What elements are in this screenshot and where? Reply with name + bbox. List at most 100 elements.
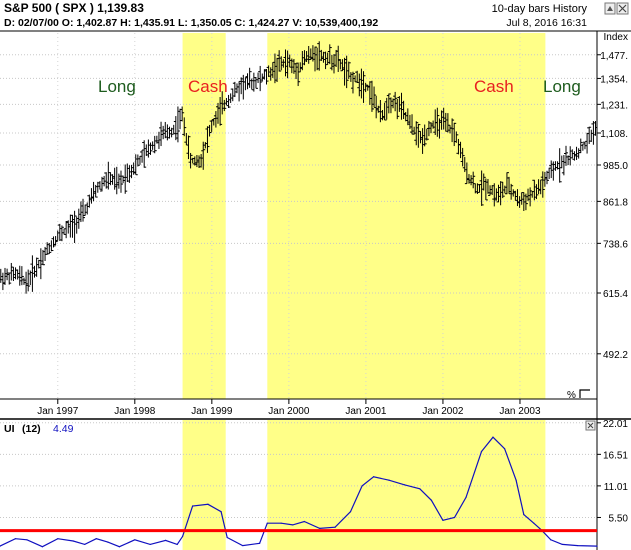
- price-bar: [72, 210, 77, 243]
- price-bar: [589, 129, 594, 142]
- price-bar: [106, 161, 111, 190]
- panel-close-button[interactable]: [585, 420, 596, 431]
- price-bar: [313, 46, 318, 72]
- ui-point: [373, 476, 375, 478]
- price-bar: [585, 132, 590, 154]
- ui-point: [403, 484, 406, 486]
- price-bar: [19, 266, 24, 286]
- price-bar: [81, 198, 86, 222]
- price-bar: [182, 117, 187, 137]
- price-bar: [186, 135, 191, 160]
- price-bar: [38, 248, 43, 280]
- price-bar: [578, 138, 583, 154]
- price-bar: [13, 267, 18, 280]
- ui-point: [191, 505, 194, 507]
- ui-point: [207, 503, 209, 505]
- price-bar: [28, 270, 33, 286]
- price-bar: [76, 208, 81, 229]
- price-bar: [144, 144, 149, 156]
- price-bar: [587, 126, 592, 145]
- price-bar: [137, 155, 142, 165]
- ui-point: [361, 485, 363, 487]
- price-bar: [386, 93, 391, 114]
- price-bar: [361, 71, 366, 103]
- time-tick-label: Jan 2000: [268, 406, 310, 417]
- time-tick-label: Jan 1997: [37, 406, 79, 417]
- price-bar: [253, 77, 258, 89]
- price-bar: [178, 108, 183, 130]
- price-bar: [350, 71, 355, 94]
- price-tick-label: 1,477.: [600, 51, 628, 62]
- price-bar: [7, 272, 12, 285]
- ui-gridlines: [0, 422, 597, 518]
- close-icon: [618, 4, 627, 13]
- ui-period: (12): [22, 423, 41, 435]
- price-tick-label: 738.6: [603, 239, 628, 250]
- price-bar: [540, 171, 545, 198]
- ui-point: [165, 539, 167, 542]
- price-bar: [243, 77, 248, 91]
- price-bar: [247, 67, 252, 88]
- price-bar: [154, 135, 159, 144]
- price-bar: [116, 173, 121, 189]
- cash-highlights: [182, 33, 546, 399]
- price-bar: [201, 141, 206, 170]
- ui-point: [303, 520, 305, 523]
- price-tick-label: 985.0: [603, 161, 628, 172]
- price-bar: [382, 102, 387, 121]
- close-button[interactable]: [616, 2, 629, 15]
- price-bar: [40, 249, 45, 266]
- ui-point: [480, 450, 483, 453]
- price-bar: [205, 126, 210, 153]
- price-bar: [180, 106, 185, 122]
- price-bar: [55, 230, 60, 241]
- ui-point: [515, 479, 517, 481]
- price-bar: [0, 272, 5, 291]
- price-bar: [460, 147, 465, 167]
- price-bar: [369, 80, 374, 112]
- price-bar: [414, 121, 419, 146]
- scroll-button[interactable]: [604, 2, 616, 15]
- price-bar: [245, 73, 250, 90]
- price-bar: [251, 72, 256, 92]
- price-bar: [218, 97, 223, 126]
- price-bar: [5, 268, 10, 281]
- ui-tick-label: 16.51: [603, 450, 628, 461]
- ui-point: [14, 538, 17, 540]
- price-bar: [249, 78, 254, 90]
- ui-point: [349, 511, 352, 513]
- ui-point: [134, 539, 136, 541]
- price-bar: [163, 121, 168, 139]
- ui-point: [26, 539, 28, 541]
- price-bars: [0, 41, 598, 294]
- time-tick-label: Jan 1999: [191, 406, 233, 417]
- price-bar: [95, 181, 100, 193]
- long-label-2: Long: [543, 77, 581, 96]
- price-bar: [372, 86, 377, 108]
- price-bar: [523, 193, 528, 211]
- price-bar: [563, 145, 568, 166]
- ui-point: [84, 543, 86, 546]
- price-bar: [97, 181, 102, 190]
- price-bar: [230, 88, 235, 102]
- long-label-1: Long: [98, 77, 136, 96]
- price-bar: [395, 98, 400, 120]
- ui-point: [465, 496, 467, 498]
- percent-scale-icon[interactable]: %: [567, 390, 576, 401]
- price-bar: [146, 139, 151, 158]
- price-bar: [559, 155, 564, 169]
- ui-tick-label: 5.50: [609, 513, 629, 524]
- price-bar: [114, 166, 119, 195]
- price-bar: [83, 204, 88, 216]
- price-bar: [64, 221, 69, 239]
- ui-point: [596, 545, 598, 547]
- price-axis: 492.2 615.4 738.6 861.8 985.0 1,108. 1,231. 1,3…: [597, 51, 628, 361]
- price-bar: [416, 123, 421, 148]
- price-bar: [232, 81, 237, 98]
- price-tick-label: 1,354.: [600, 74, 628, 85]
- ui-point: [266, 522, 268, 524]
- resize-corner-icon[interactable]: [579, 389, 590, 398]
- price-bar: [327, 44, 332, 65]
- price-bar: [159, 121, 164, 147]
- price-bar: [68, 214, 73, 238]
